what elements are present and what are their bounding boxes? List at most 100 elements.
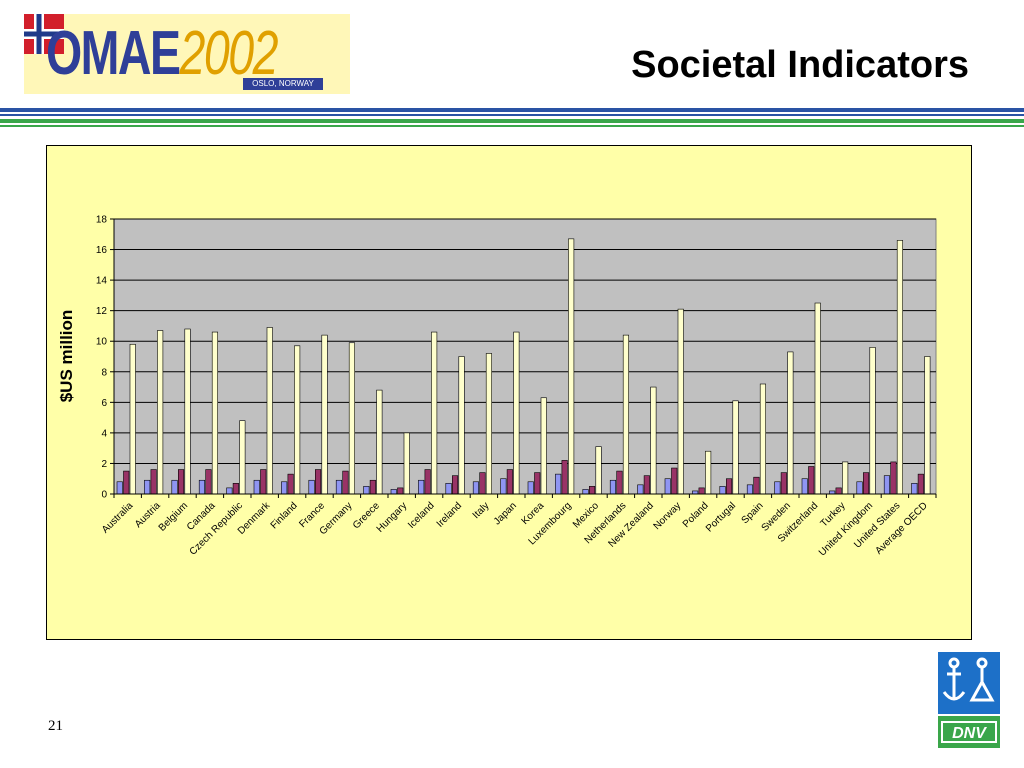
bar: [787, 351, 794, 495]
y-tick-label: 12: [96, 306, 108, 317]
header-band-blue-thin: [0, 114, 1024, 116]
bar: [445, 483, 452, 495]
bar: [671, 467, 678, 495]
x-tick-label: Japan: [492, 500, 519, 527]
bar: [458, 356, 465, 495]
x-tick-label: Ireland: [435, 500, 464, 529]
bar: [376, 389, 383, 495]
bar: [308, 479, 315, 495]
bar: [856, 481, 863, 495]
bar: [335, 479, 343, 495]
bar: [321, 334, 328, 495]
bar: [753, 476, 760, 495]
bar: [732, 400, 739, 495]
x-tick-label: Norway: [652, 500, 684, 532]
norway-flag-icon: [24, 14, 64, 54]
bar: [239, 420, 246, 495]
bar: [555, 473, 562, 495]
bar: [348, 342, 356, 495]
bar: [746, 484, 754, 495]
chart-panel: 0 2 4 6 8 10 12 14 16 18 Australia Austria Belgium C…: [46, 145, 972, 640]
bar: [184, 328, 191, 495]
x-tick-label: Spain: [740, 500, 766, 526]
bar: [890, 461, 897, 495]
bar: [211, 331, 218, 495]
logo-year-text: 2002: [179, 19, 279, 88]
bar: [527, 481, 534, 495]
bar: [369, 479, 376, 495]
bar: [129, 343, 136, 495]
bar: [780, 472, 787, 495]
bar: [171, 479, 178, 495]
bar: [226, 487, 233, 495]
x-tick-label: Italy: [471, 500, 492, 521]
bar: [451, 475, 459, 495]
bar: [294, 345, 301, 495]
bar: [814, 302, 821, 495]
bar: [664, 478, 671, 495]
bar: [862, 472, 870, 495]
bar: [637, 484, 644, 495]
header-band-green-thin: [0, 125, 1024, 127]
y-tick-label: 6: [101, 398, 107, 409]
bar: [123, 470, 130, 495]
bar: [178, 469, 185, 495]
bar: [609, 479, 617, 495]
bar: [157, 330, 164, 495]
y-tick-label: 0: [101, 490, 107, 501]
y-tick-label: 10: [96, 337, 108, 348]
y-tick-label: 2: [101, 459, 107, 470]
bar: [725, 478, 733, 495]
x-tick-label: Iceland: [406, 500, 437, 531]
dnv-logo: DNV: [938, 652, 1000, 748]
bar: [616, 470, 623, 495]
x-tick-label: Australia: [100, 500, 136, 536]
bar: [513, 331, 520, 495]
bar: [506, 469, 513, 495]
bar: [835, 487, 842, 495]
bar: [205, 469, 212, 495]
bar: [698, 487, 705, 495]
bar: [116, 481, 123, 495]
bar: [260, 469, 267, 495]
x-tick-label: Hungary: [375, 500, 410, 535]
bar: [390, 489, 397, 495]
bar: [424, 469, 431, 495]
bar: [287, 473, 294, 495]
logo-location-tag: OSLO, NORWAY: [243, 78, 323, 90]
bar: [472, 481, 480, 495]
page-number: 21: [48, 718, 63, 734]
bar: [643, 475, 650, 495]
y-tick-label: 14: [96, 276, 108, 287]
bar: [801, 478, 808, 495]
bar: [150, 469, 157, 495]
x-tick-label: Finland: [269, 500, 300, 531]
bar: [911, 483, 918, 495]
bar: [582, 489, 589, 495]
bar: [314, 469, 322, 495]
bar: [479, 472, 486, 495]
bar: [677, 308, 684, 495]
y-tick-label: 18: [96, 215, 108, 226]
dnv-anchor-icon: [942, 657, 995, 702]
header-band-blue-top: [0, 108, 1024, 112]
bar: [869, 347, 876, 495]
header-band-green: [0, 119, 1024, 123]
bar: [561, 460, 568, 495]
bar: [595, 446, 602, 495]
bar: [342, 470, 349, 495]
logo-omae-text: OMAE: [46, 19, 181, 88]
bar: [808, 466, 815, 495]
bar: [253, 479, 260, 495]
y-tick-label: 4: [101, 428, 107, 439]
logo-wordmark: OMAE2002: [46, 18, 279, 89]
bar: [485, 353, 493, 495]
bar: [363, 486, 370, 495]
page-title: Societal Indicators: [631, 44, 969, 86]
y-axis-title: $US million: [57, 310, 76, 403]
x-tick-label: Belgium: [157, 500, 190, 533]
bar: [622, 334, 630, 495]
bar: [759, 383, 767, 495]
bar: [774, 481, 781, 495]
